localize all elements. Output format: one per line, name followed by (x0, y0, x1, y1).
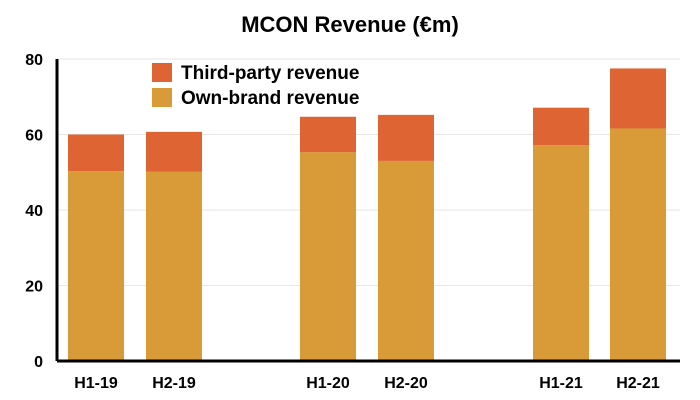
legend-swatch (152, 63, 172, 82)
x-tick-label: H2-20 (384, 375, 428, 392)
bar-own-brand (378, 160, 434, 361)
bar-own-brand (146, 171, 202, 361)
y-tick-label: 60 (25, 128, 43, 145)
bar-own-brand (610, 128, 666, 361)
x-tick-label: H1-20 (306, 375, 350, 392)
bar-third-party (610, 68, 666, 129)
y-tick-label: 0 (34, 354, 43, 371)
x-tick-label: H2-19 (152, 375, 196, 392)
bar-third-party (378, 114, 434, 161)
legend-swatch (152, 88, 172, 107)
x-tick-label: H1-21 (539, 375, 583, 392)
bar-own-brand (300, 152, 356, 361)
bar-third-party (533, 107, 589, 146)
chart-title: MCON Revenue (€m) (241, 12, 459, 37)
bar-own-brand (533, 145, 589, 361)
x-tick-label: H1-19 (74, 375, 118, 392)
legend-label: Third-party revenue (181, 63, 359, 84)
y-tick-label: 20 (25, 279, 43, 296)
legend-label: Own-brand revenue (181, 88, 359, 109)
y-tick-label: 80 (25, 52, 43, 69)
bar-own-brand (68, 171, 124, 361)
y-tick-label: 40 (25, 203, 43, 220)
bar-third-party (300, 116, 356, 153)
bar-third-party (146, 131, 202, 172)
bar-third-party (68, 134, 124, 172)
x-tick-label: H2-21 (616, 375, 660, 392)
